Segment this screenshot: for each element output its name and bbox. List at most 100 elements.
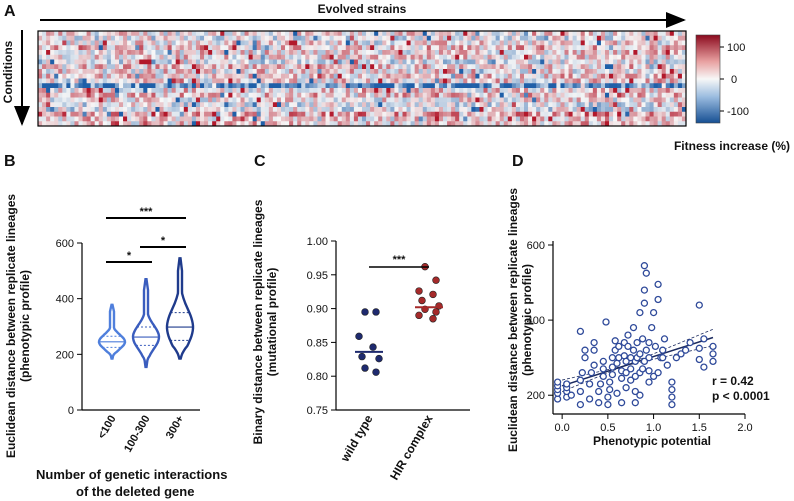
heatmap-cell — [406, 102, 411, 108]
heatmap-cell — [183, 64, 189, 70]
heatmap-cell — [204, 69, 209, 75]
heatmap-cell — [491, 92, 496, 98]
heatmap-cell — [455, 54, 460, 60]
scatter-point — [631, 387, 639, 396]
heatmap-cell — [374, 45, 379, 51]
heatmap-cell — [313, 78, 318, 84]
heatmap-cell — [519, 50, 525, 56]
heatmap-cell — [390, 78, 395, 84]
heatmap-cell — [151, 88, 156, 94]
heatmap-cell — [503, 69, 509, 75]
heatmap-cell — [155, 83, 160, 89]
significance-label: *** — [140, 206, 154, 218]
heatmap-cell — [673, 50, 679, 56]
heatmap-cell — [556, 111, 561, 117]
heatmap-cell — [50, 64, 55, 70]
heatmap-cell — [669, 102, 675, 108]
heatmap-cell — [337, 102, 343, 108]
heatmap-cell — [434, 50, 440, 56]
heatmap-cell — [163, 121, 168, 127]
heatmap-cell — [564, 116, 569, 122]
heatmap-cell — [370, 31, 375, 37]
heatmap-cell — [86, 59, 91, 65]
heatmap-cell — [645, 50, 650, 56]
heatmap-cell — [171, 31, 177, 37]
heatmap-cell — [430, 35, 436, 41]
heatmap-cell — [268, 121, 274, 127]
heatmap-cell — [147, 31, 152, 37]
heatmap-cell — [325, 73, 330, 79]
heatmap-cell — [74, 92, 79, 98]
heatmap-cell — [637, 88, 642, 94]
heatmap-cell — [123, 116, 128, 122]
heatmap-cell — [293, 88, 298, 94]
heatmap-cell — [195, 111, 201, 117]
heatmap-cell — [588, 92, 594, 98]
heatmap-cell — [540, 40, 545, 46]
heatmap-cell — [390, 92, 395, 98]
heatmap-cell — [127, 107, 132, 113]
heatmap-cell — [82, 116, 87, 122]
heatmap-cell — [528, 78, 533, 84]
heatmap-cell — [200, 88, 205, 94]
heatmap-cell — [345, 121, 351, 127]
heatmap-cell — [301, 40, 306, 46]
heatmap-cell — [228, 97, 233, 103]
heatmap-cell — [139, 35, 144, 41]
heatmap-cell — [669, 40, 675, 46]
heatmap-cell — [281, 78, 286, 84]
heatmap-cell — [167, 50, 172, 56]
heatmap-cell — [345, 111, 351, 117]
heatmap-cell — [362, 54, 367, 60]
heatmap-cell — [353, 31, 359, 37]
heatmap-cell — [584, 54, 590, 60]
heatmap-cell — [321, 92, 326, 98]
heatmap-cell — [98, 54, 104, 60]
heatmap-cell — [123, 69, 128, 75]
heatmap-cell — [94, 59, 100, 65]
heatmap-cell — [592, 83, 598, 89]
heatmap-cell — [370, 107, 375, 113]
heatmap-cell — [681, 40, 687, 46]
heatmap-cell — [171, 88, 177, 94]
heatmap-cell — [313, 107, 318, 113]
heatmap-cell — [256, 54, 262, 60]
heatmap-cell — [515, 64, 521, 70]
heatmap-cell — [418, 40, 424, 46]
heatmap-cell — [353, 88, 359, 94]
heatmap-cell — [106, 92, 112, 98]
heatmap-cell — [653, 35, 658, 41]
heatmap-cell — [455, 69, 460, 75]
heatmap-cell — [677, 31, 683, 37]
heatmap-cell — [637, 54, 642, 60]
heatmap-cell — [325, 45, 330, 51]
heatmap-cell — [645, 54, 650, 60]
heatmap-cell — [94, 97, 100, 103]
heatmap-cell — [349, 111, 355, 117]
heatmap-cell — [605, 116, 610, 122]
heatmap-cell — [669, 64, 675, 70]
heatmap-cell — [293, 83, 298, 89]
heatmap-cell — [418, 102, 424, 108]
heatmap-cell — [78, 40, 83, 46]
heatmap-cell — [511, 50, 517, 56]
heatmap-cell — [293, 116, 298, 122]
scatter-point — [654, 295, 662, 304]
heatmap-cell — [426, 88, 432, 94]
heatmap-cell — [641, 97, 646, 103]
heatmap-cell — [374, 64, 379, 70]
heatmap-cell — [191, 116, 197, 122]
heatmap-cell — [532, 121, 537, 127]
heatmap-cell — [536, 40, 541, 46]
heatmap-cell — [588, 102, 594, 108]
heatmap-cell — [248, 111, 253, 117]
heatmap-cell — [183, 45, 189, 51]
heatmap-cell — [309, 40, 314, 46]
heatmap-cell — [285, 69, 290, 75]
heatmap-cell — [195, 107, 201, 113]
heatmap-cell — [515, 35, 521, 41]
heatmap-cell — [54, 54, 59, 60]
heatmap-cell — [143, 92, 148, 98]
heatmap-cell — [386, 31, 391, 37]
heatmap-cell — [301, 50, 306, 56]
